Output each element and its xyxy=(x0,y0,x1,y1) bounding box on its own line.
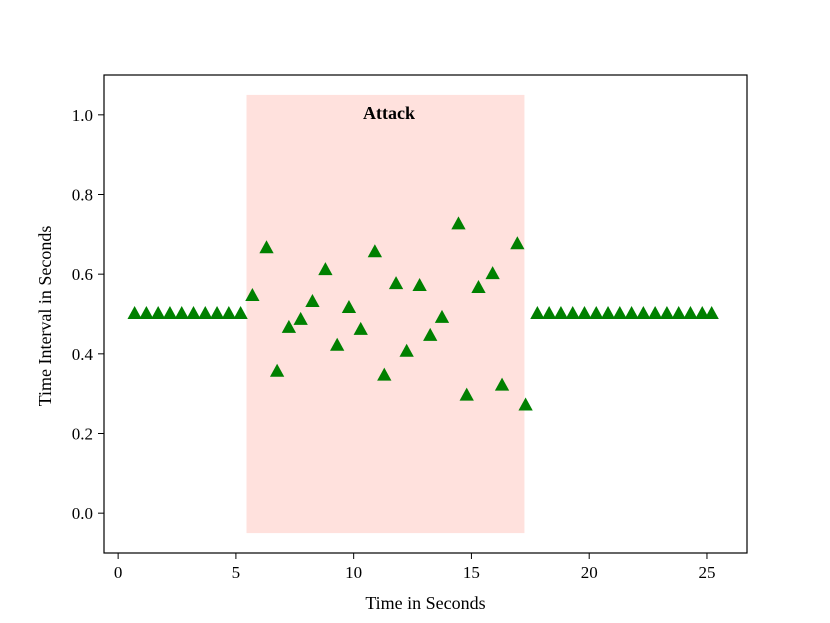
data-point xyxy=(162,305,178,319)
y-tick-label: 0.0 xyxy=(72,504,93,523)
data-point xyxy=(259,240,274,254)
data-point xyxy=(695,305,710,319)
data-point xyxy=(485,266,500,280)
data-point xyxy=(704,305,719,319)
data-point xyxy=(577,305,592,319)
data-point xyxy=(530,305,545,319)
attack-annotation: Attack xyxy=(363,103,415,123)
data-point xyxy=(186,305,201,319)
data-point xyxy=(542,305,557,319)
axis-ticks-layer: 0 5 10 15 20 25 0.0 0.2 0.4 0.6 0.8 1.0 xyxy=(72,106,716,582)
data-point xyxy=(471,280,486,294)
data-point xyxy=(647,305,663,319)
data-point xyxy=(451,216,466,230)
data-point xyxy=(612,305,627,319)
attack-region-layer xyxy=(246,94,525,534)
y-tick-label: 0.4 xyxy=(72,345,94,364)
x-tick-label: 10 xyxy=(345,563,362,582)
data-point xyxy=(510,236,525,250)
data-point xyxy=(518,397,533,411)
data-point xyxy=(245,288,260,302)
data-point xyxy=(269,363,285,377)
data-point xyxy=(399,343,414,357)
data-point xyxy=(233,305,248,319)
plot-frame xyxy=(103,74,748,554)
data-point xyxy=(624,305,639,319)
data-point xyxy=(353,321,368,335)
data-point xyxy=(412,278,427,292)
data-points-layer xyxy=(127,216,719,411)
data-point xyxy=(221,305,236,319)
data-point xyxy=(139,305,154,319)
x-tick-label: 20 xyxy=(581,563,598,582)
x-tick-label: 15 xyxy=(463,563,480,582)
y-tick-label: 0.8 xyxy=(72,186,93,205)
y-tick-label: 1.0 xyxy=(72,106,93,125)
data-point xyxy=(565,305,580,319)
data-point xyxy=(553,305,569,319)
data-point xyxy=(367,244,383,258)
data-point xyxy=(151,305,166,319)
data-point xyxy=(683,305,698,319)
data-point xyxy=(174,305,189,319)
data-point xyxy=(600,305,616,319)
data-point xyxy=(434,309,450,323)
y-axis-label: Time Interval in Seconds xyxy=(35,226,55,407)
data-point xyxy=(330,337,345,351)
data-point xyxy=(318,262,333,276)
data-point xyxy=(659,305,675,319)
data-point xyxy=(459,387,474,401)
attack-region xyxy=(246,94,525,534)
data-point xyxy=(636,305,651,319)
x-tick-label: 25 xyxy=(698,563,715,582)
y-tick-label: 0.6 xyxy=(72,265,93,284)
data-point xyxy=(209,305,225,319)
x-tick-label: 5 xyxy=(232,563,241,582)
x-axis-label: Time in Seconds xyxy=(365,593,485,613)
data-point xyxy=(127,305,142,319)
data-point xyxy=(281,319,297,333)
data-point xyxy=(377,367,392,381)
data-point xyxy=(305,293,320,307)
data-point xyxy=(388,276,404,290)
data-point xyxy=(198,305,213,319)
data-point xyxy=(341,299,357,313)
y-tick-label: 0.2 xyxy=(72,425,93,444)
data-point xyxy=(494,377,510,391)
x-tick-label: 0 xyxy=(114,563,123,582)
data-point xyxy=(423,327,438,341)
data-point xyxy=(671,305,686,319)
data-point xyxy=(589,305,604,319)
data-point xyxy=(293,311,308,325)
